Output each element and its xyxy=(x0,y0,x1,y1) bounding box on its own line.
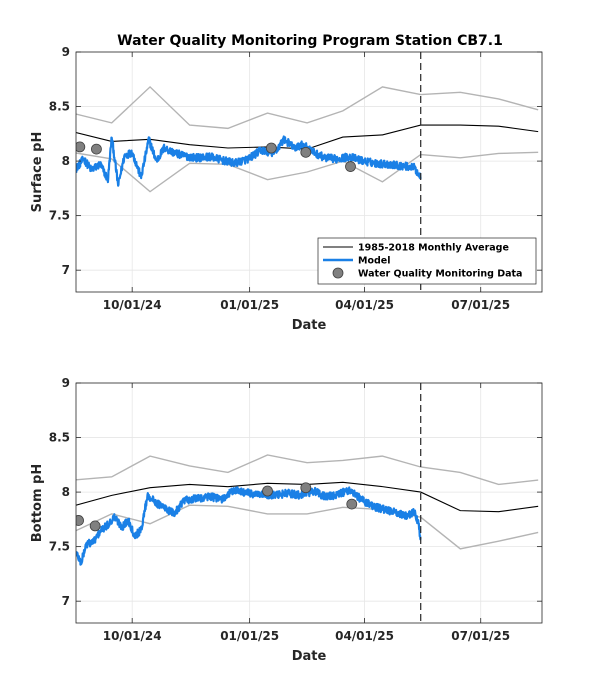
observation-marker xyxy=(89,520,101,532)
observation-marker xyxy=(300,482,312,494)
y-tick-label: 7 xyxy=(62,263,70,277)
legend-average-label: 1985-2018 Monthly Average xyxy=(358,243,509,254)
y-tick-label: 9 xyxy=(62,45,70,59)
observation-marker xyxy=(91,143,102,155)
legend-obs-swatch xyxy=(332,267,344,279)
model-line xyxy=(76,135,422,187)
y-tick-label: 8.5 xyxy=(49,100,70,114)
observation-marker xyxy=(76,141,86,153)
x-axis-label: Date xyxy=(292,649,327,664)
observation-marker xyxy=(300,146,312,158)
y-tick-label: 7 xyxy=(62,594,70,608)
y-tick-label: 7.5 xyxy=(49,209,70,223)
observation-marker xyxy=(346,498,358,510)
model-line xyxy=(76,486,422,566)
x-tick-label: 10/01/24 xyxy=(103,629,162,643)
legend-obs-label: Water Quality Monitoring Data xyxy=(358,269,522,280)
axes-frame xyxy=(75,51,543,293)
y-tick-label: 7.5 xyxy=(49,540,70,554)
x-tick-label: 07/01/25 xyxy=(451,298,510,312)
surface-ph-panel: 7 7.5 8 8.5 9 10/01/24 01/01/25 04/01/25 07/01/2… xyxy=(30,45,543,333)
figure-title: Water Quality Monitoring Program Station… xyxy=(117,33,503,49)
x-tick-label: 07/01/25 xyxy=(451,629,510,643)
x-tick-label: 10/01/24 xyxy=(103,298,162,312)
lower-envelope-line xyxy=(76,504,539,550)
x-tick-label: 01/01/25 xyxy=(220,298,279,312)
observation-marker xyxy=(262,485,273,497)
y-tick-label: 8 xyxy=(62,485,70,499)
legend: 1985-2018 Monthly Average Model Water Qu… xyxy=(317,237,537,285)
y-axis-label: Bottom pH xyxy=(30,464,45,542)
x-tick-label: 04/01/25 xyxy=(335,298,394,312)
axes-frame xyxy=(75,382,543,624)
y-axis-label: Surface pH xyxy=(30,132,45,213)
x-tick-label: 01/01/25 xyxy=(220,629,279,643)
x-tick-label: 04/01/25 xyxy=(335,629,394,643)
y-tick-label: 8.5 xyxy=(49,431,70,445)
upper-envelope-line xyxy=(76,454,539,486)
bottom-ph-panel: 7 7.5 8 8.5 9 10/01/24 01/01/25 04/01/25 07/01/2… xyxy=(30,376,543,664)
plot-series xyxy=(76,383,539,623)
lower-envelope-line xyxy=(76,151,539,193)
upper-envelope-line xyxy=(76,85,539,130)
observation-marker xyxy=(76,515,84,526)
legend-box xyxy=(317,237,537,285)
observation-marker xyxy=(345,161,356,172)
y-tick-label: 9 xyxy=(62,376,70,390)
x-axis-label: Date xyxy=(292,318,327,333)
observation-marker xyxy=(265,142,277,154)
legend-model-label: Model xyxy=(358,256,390,267)
y-tick-label: 8 xyxy=(62,154,70,168)
